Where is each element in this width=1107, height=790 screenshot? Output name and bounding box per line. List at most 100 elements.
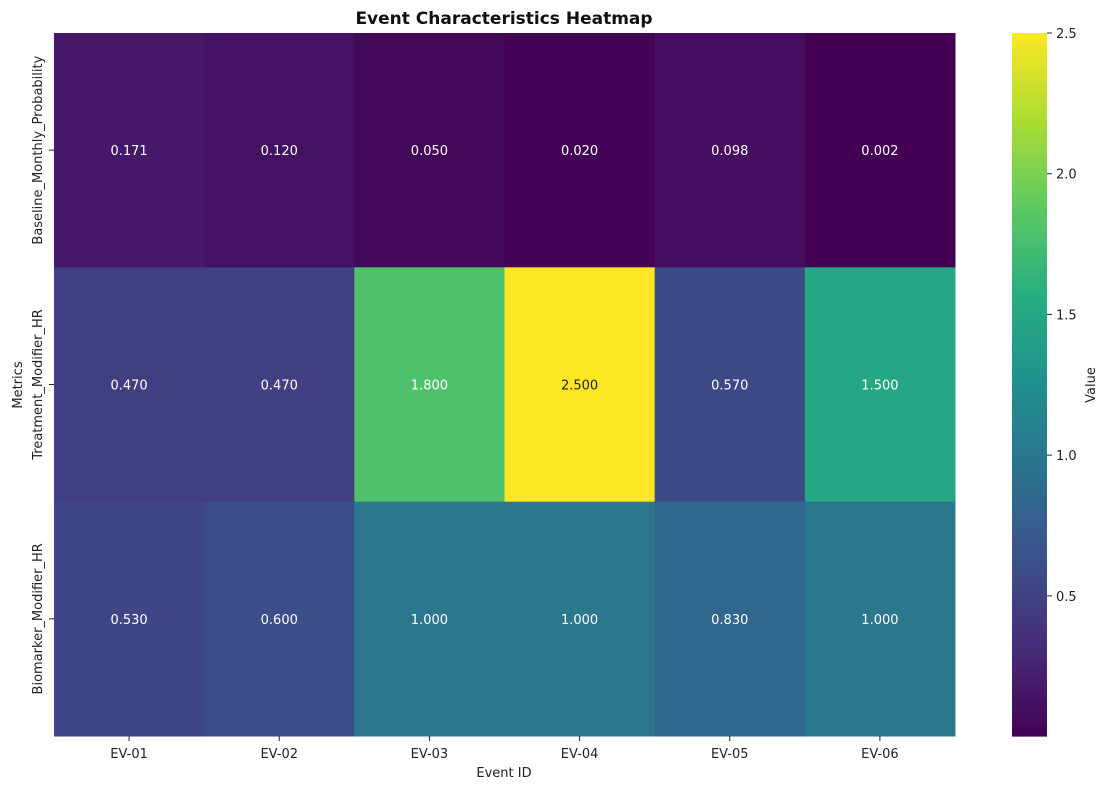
colorbar-segment xyxy=(1012,548,1047,555)
colorbar-segment xyxy=(1012,513,1047,520)
colorbar-segment xyxy=(1012,320,1047,327)
heatmap-cell xyxy=(654,267,806,503)
colorbar-segment xyxy=(1012,296,1047,304)
colorbar-segment xyxy=(1012,507,1047,514)
colorbar-segment xyxy=(1012,50,1047,58)
colorbar-segment xyxy=(1012,249,1047,257)
colorbar-segment xyxy=(1012,700,1047,708)
x-tick-label: EV-06 xyxy=(861,747,899,762)
cell-value-label: 1.000 xyxy=(861,613,898,628)
colorbar-tick-label: 2.0 xyxy=(1056,168,1077,183)
colorbar-segment xyxy=(1012,694,1047,702)
chart-title: Event Characteristics Heatmap xyxy=(355,9,652,29)
colorbar-segment xyxy=(1012,156,1047,163)
colorbar-segment xyxy=(1012,618,1047,626)
cell-value-label: 0.830 xyxy=(711,613,748,628)
colorbar-segment xyxy=(1012,38,1047,46)
colorbar-segment xyxy=(1012,636,1047,643)
colorbar-segment xyxy=(1012,484,1047,491)
colorbar-segment xyxy=(1012,62,1047,69)
colorbar-segment xyxy=(1012,337,1047,345)
heatmap-cell xyxy=(804,33,956,268)
colorbar-segment xyxy=(1012,407,1047,415)
y-axis-label: Metrics xyxy=(11,361,26,408)
y-axis-ticks: Baseline_Monthly_Probability Treatment_Mo… xyxy=(31,55,54,694)
colorbar-segment xyxy=(1012,279,1047,286)
colorbar-segment xyxy=(1012,255,1047,263)
colorbar-segment xyxy=(1012,144,1047,151)
colorbar-segment xyxy=(1012,261,1047,268)
colorbar-segment xyxy=(1012,167,1047,175)
colorbar-segment xyxy=(1012,390,1047,397)
y-tick-label: Baseline_Monthly_Probability xyxy=(31,55,46,244)
colorbar-segment xyxy=(1012,577,1047,585)
heatmap-cell xyxy=(54,501,205,737)
x-tick-label: EV-04 xyxy=(561,747,599,762)
heatmap-cell xyxy=(204,33,355,268)
colorbar-segment xyxy=(1012,202,1047,210)
colorbar-segment xyxy=(1012,571,1047,579)
heatmap-cell xyxy=(804,501,956,737)
colorbar-segment xyxy=(1012,419,1047,427)
heatmap-cell xyxy=(204,501,355,737)
colorbar-segment xyxy=(1012,489,1047,497)
cell-value-label: 2.500 xyxy=(561,379,598,394)
colorbar-tick-label: 1.0 xyxy=(1056,449,1077,464)
cell-value-label: 1.500 xyxy=(861,379,898,394)
colorbar-segment xyxy=(1012,343,1047,350)
colorbar-segment xyxy=(1012,501,1047,509)
colorbar-segment xyxy=(1012,495,1047,503)
heatmap-cell xyxy=(54,267,205,503)
colorbar-segment xyxy=(1012,595,1047,602)
colorbar: 0.5 1.0 1.5 2.0 2.5 xyxy=(1012,27,1077,737)
colorbar-segment xyxy=(1012,273,1047,280)
colorbar-segment xyxy=(1012,214,1047,222)
colorbar-segment xyxy=(1012,478,1047,485)
colorbar-segment xyxy=(1012,718,1047,725)
colorbar-segment xyxy=(1012,460,1047,468)
colorbar-segment xyxy=(1012,115,1047,122)
cell-value-label: 0.470 xyxy=(261,379,298,394)
colorbar-segment xyxy=(1012,267,1047,274)
colorbar-segment xyxy=(1012,724,1047,731)
colorbar-segment xyxy=(1012,437,1047,444)
colorbar-segment xyxy=(1012,671,1047,679)
colorbar-segment xyxy=(1012,120,1047,128)
colorbar-segment xyxy=(1012,179,1047,186)
colorbar-segment xyxy=(1012,226,1047,233)
colorbar-segment xyxy=(1012,85,1047,93)
colorbar-segment xyxy=(1012,454,1047,462)
colorbar-segment xyxy=(1012,232,1047,239)
cell-value-label: 0.530 xyxy=(110,613,147,628)
colorbar-segment xyxy=(1012,542,1047,550)
x-tick-label: EV-01 xyxy=(110,747,148,762)
cell-value-label: 0.002 xyxy=(861,144,898,159)
colorbar-segment xyxy=(1012,132,1047,140)
heatmap-cell xyxy=(504,33,656,268)
colorbar-segment xyxy=(1012,74,1047,81)
colorbar-segment xyxy=(1012,396,1047,403)
cell-value-label: 0.098 xyxy=(711,144,748,159)
colorbar-segment xyxy=(1012,79,1047,87)
colorbar-segment xyxy=(1012,536,1047,544)
colorbar-segment xyxy=(1012,372,1047,380)
cell-value-label: 0.020 xyxy=(561,144,598,159)
colorbar-segment xyxy=(1012,624,1047,632)
colorbar-segment xyxy=(1012,601,1047,608)
heatmap-cell xyxy=(54,33,205,268)
colorbar-segment xyxy=(1012,730,1047,737)
colorbar-segment xyxy=(1012,126,1047,134)
heatmap-cell xyxy=(354,33,505,268)
colorbar-segment xyxy=(1012,208,1047,216)
colorbar-segment xyxy=(1012,560,1047,567)
colorbar-segment xyxy=(1012,443,1047,450)
colorbar-segment xyxy=(1012,325,1047,333)
colorbar-segment xyxy=(1012,466,1047,473)
cell-value-label: 1.800 xyxy=(411,379,448,394)
colorbar-segment xyxy=(1012,349,1047,356)
colorbar-segment xyxy=(1012,589,1047,596)
colorbar-segment xyxy=(1012,161,1047,169)
colorbar-segment xyxy=(1012,150,1047,157)
colorbar-segment xyxy=(1012,331,1047,339)
